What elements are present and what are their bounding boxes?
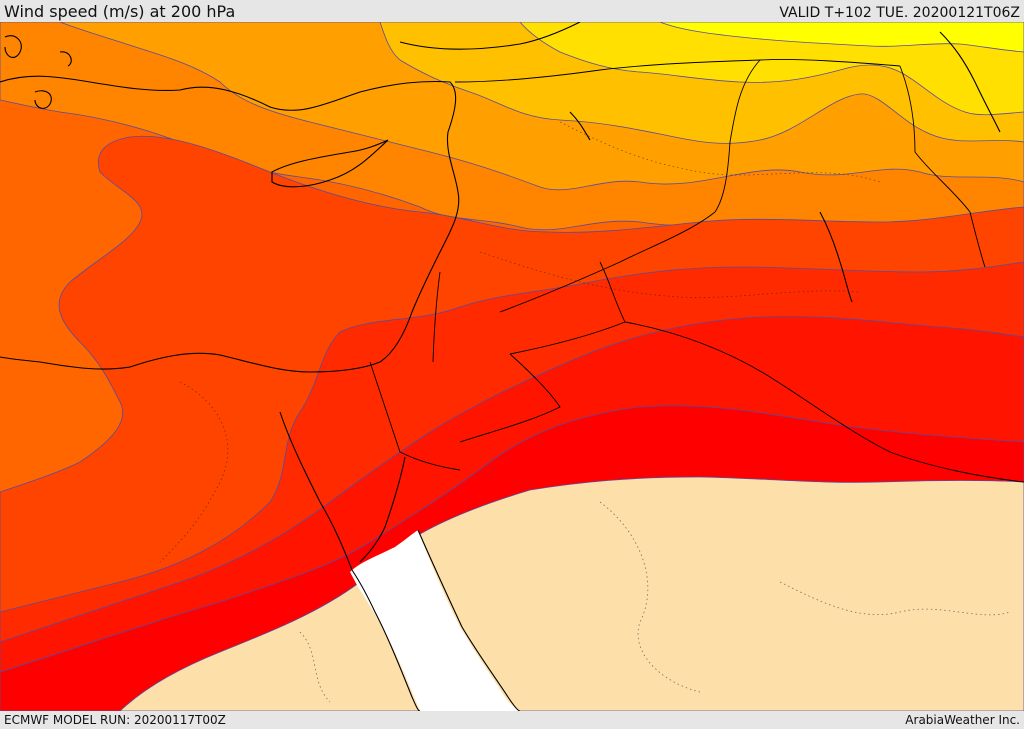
wind-speed-map[interactable] xyxy=(0,22,1024,711)
credit: ArabiaWeather Inc. xyxy=(905,713,1020,727)
map-title: Wind speed (m/s) at 200 hPa xyxy=(4,2,236,21)
internal-contours xyxy=(159,121,1011,703)
footer-bar: ECMWF MODEL RUN: 20200117T00Z ArabiaWeat… xyxy=(0,711,1024,729)
country-borders xyxy=(369,59,1024,483)
red-sea xyxy=(350,530,520,711)
valid-time: VALID T+102 TUE. 20200121T06Z xyxy=(779,5,1020,21)
region-below-threshold xyxy=(119,476,1024,711)
map-canvas xyxy=(0,22,1024,711)
model-run: ECMWF MODEL RUN: 20200117T00Z xyxy=(4,713,226,727)
band-yellow xyxy=(659,22,1024,53)
header-bar: Wind speed (m/s) at 200 hPa VALID T+102 … xyxy=(0,0,1024,22)
coastlines xyxy=(0,22,1001,711)
